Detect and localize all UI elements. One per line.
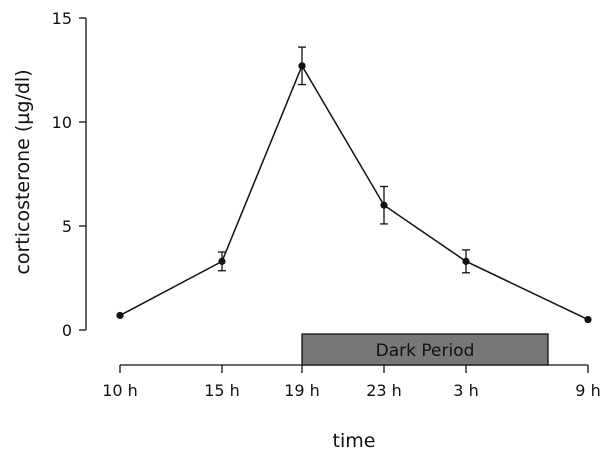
x-axis-label: time [333, 430, 376, 452]
data-point-1 [218, 257, 226, 265]
x-tick-label-1: 15 h [204, 381, 240, 400]
series-line-0 [119, 64, 589, 321]
data-point-4 [462, 257, 470, 265]
data-point-3 [380, 201, 388, 209]
data-point-0 [116, 311, 124, 320]
y-tick-label-2: 10 [52, 113, 72, 132]
dark-period-label: Dark Period [376, 341, 475, 361]
axes [85, 18, 588, 366]
data-point-2 [298, 62, 306, 70]
y-tick-label-3: 15 [52, 9, 72, 28]
tick-group: 0 5 10 15 10 h 15 h 19 h 23 h 3 h 9 h [52, 9, 601, 400]
x-tick-label-4: 3 h [453, 381, 478, 400]
x-tick-label-5: 9 h [575, 381, 600, 400]
x-tick-label-0: 10 h [102, 381, 138, 400]
dark-period-bar [301, 333, 549, 366]
y-tick-label-1: 5 [62, 217, 72, 236]
x-tick-label-2: 19 h [284, 381, 320, 400]
y-tick-label-0: 0 [62, 321, 72, 340]
x-tick-label-3: 23 h [366, 381, 402, 400]
data-point-5 [584, 316, 592, 324]
dark-period-annotation: Dark Period [301, 333, 549, 366]
series-line-group [116, 46, 592, 324]
y-axis-label: corticosterone (µg/dl) [12, 69, 34, 274]
